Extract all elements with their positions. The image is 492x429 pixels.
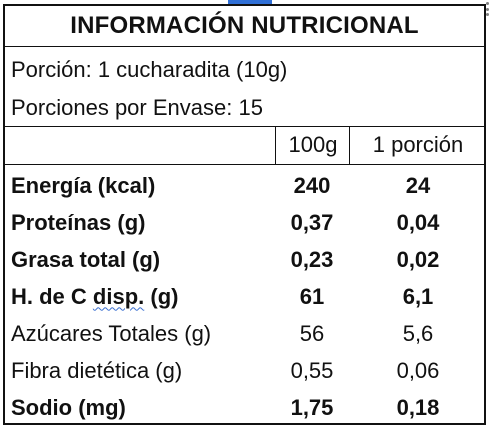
- nutrient-value-100g: 61: [299, 283, 325, 309]
- nutrient-row-proteinas: Proteínas (g) 0,37 0,04: [5, 204, 484, 241]
- nutrient-row-azucares: Azúcares Totales (g) 56 5,6: [5, 315, 484, 352]
- column-header-100g: 100g: [288, 132, 338, 157]
- label-title: INFORMACIÓN NUTRICIONAL: [70, 12, 419, 39]
- nutrient-row-sodio: Sodio (mg) 1,75 0,18: [5, 389, 484, 426]
- divider: [5, 46, 484, 47]
- nutrient-value-100g: 240: [293, 172, 331, 198]
- servings-per-container: Porciones por Envase: 15: [11, 95, 263, 120]
- column-header-serving: 1 porción: [372, 132, 464, 157]
- nutrient-value-serving: 6,1: [402, 283, 434, 309]
- nutrient-name: H. de C disp. (g): [11, 284, 178, 310]
- nutrient-name: Grasa total (g): [11, 246, 161, 272]
- nutrient-row-carbohidratos: H. de C disp. (g) 61 6,1: [5, 278, 484, 315]
- nutrient-name: Energía (kcal): [11, 172, 156, 198]
- nutrient-row-grasa-total: Grasa total (g) 0,23 0,02: [5, 241, 484, 278]
- nutrient-row-fibra: Fibra dietética (g) 0,55 0,06: [5, 352, 484, 389]
- column-divider: [275, 126, 276, 164]
- nutrient-row-energia: Energía (kcal) 240 24: [5, 167, 484, 204]
- nutrient-name: Fibra dietética (g): [11, 357, 183, 383]
- selection-handle-mark: [228, 0, 272, 4]
- nutrient-name: Proteínas (g): [11, 209, 146, 235]
- column-divider: [349, 126, 350, 164]
- column-header-row: 100g 1 porción: [5, 126, 484, 164]
- nutrition-label: INFORMACIÓN NUTRICIONAL Porción: 1 cucha…: [3, 4, 486, 425]
- nutrient-value-serving: 0,04: [396, 209, 440, 235]
- divider: [5, 164, 484, 165]
- nutrient-value-serving: 24: [405, 172, 431, 198]
- nutrient-name: Azúcares Totales (g): [11, 320, 212, 346]
- nutrient-value-100g: 0,23: [290, 246, 334, 272]
- nutrient-value-100g: 0,55: [290, 357, 334, 383]
- serving-size: Porción: 1 cucharadita (10g): [11, 57, 288, 82]
- nutrient-value-100g: 56: [299, 320, 325, 346]
- nutrient-value-serving: 0,06: [396, 357, 440, 383]
- nutrient-value-100g: 1,75: [290, 394, 334, 420]
- nutrient-value-serving: 0,18: [396, 394, 440, 420]
- nutrient-name-prefix: H. de C: [11, 283, 93, 309]
- more-options-icon[interactable]: [486, 2, 490, 16]
- nutrient-value-100g: 0,37: [290, 209, 334, 235]
- spellcheck-underlined-word: disp.: [92, 283, 145, 309]
- nutrient-value-serving: 5,6: [402, 320, 434, 346]
- nutrient-value-serving: 0,02: [396, 246, 440, 272]
- divider: [5, 126, 484, 127]
- nutrient-name-suffix: (g): [144, 283, 179, 309]
- nutrient-name: Sodio (mg): [11, 394, 126, 420]
